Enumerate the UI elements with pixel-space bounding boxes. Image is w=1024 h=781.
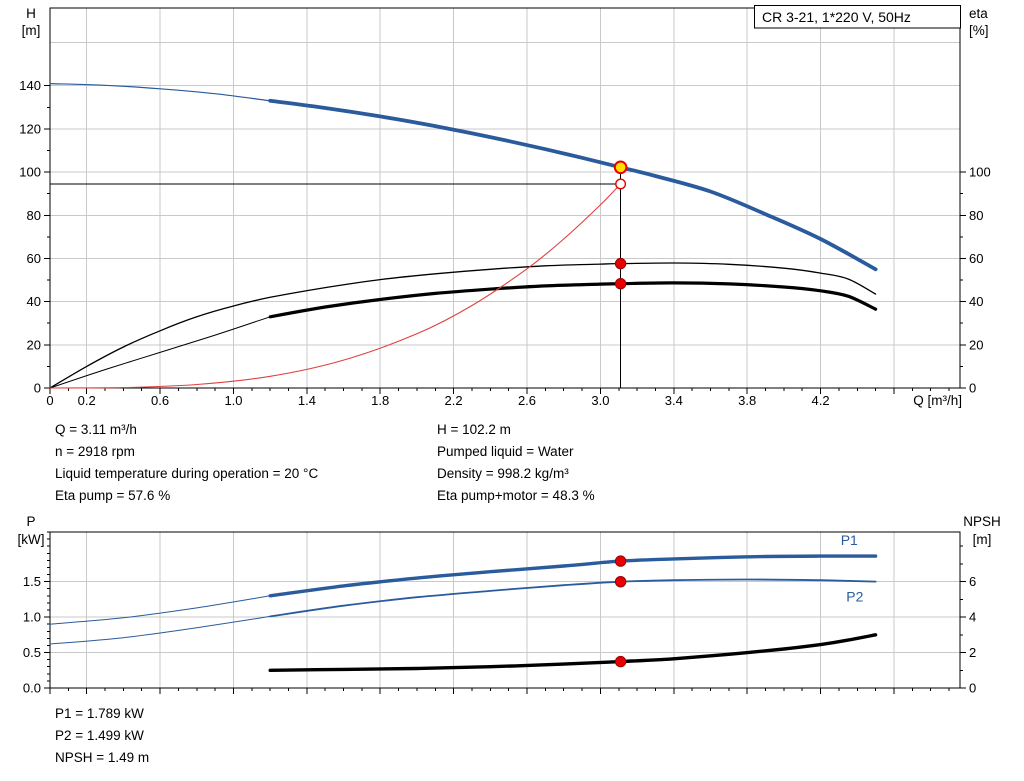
curve-label-P2: P2: [846, 589, 863, 605]
power-axis-unit: [kW]: [18, 532, 45, 547]
x-tick-label: 2.2: [445, 393, 463, 408]
pump-model-title: CR 3-21, 1*220 V, 50Hz: [762, 9, 911, 25]
density-readout: Density = 998.2 kg/m³: [437, 466, 569, 481]
x-tick-label: 2.6: [518, 393, 536, 408]
power-npsh-plot-layer: 0.0 0.5 1.0 1.5 0 2 4 6 P1 P2: [23, 531, 976, 696]
p1-point: [614, 555, 627, 567]
eta-pump-motor-curve: [268, 281, 878, 319]
npsh-readout: NPSH = 1.49 m: [55, 750, 150, 765]
power-axis-name: P: [26, 514, 35, 529]
pumped-liquid-readout: Pumped liquid = Water: [437, 444, 574, 459]
left-axis-name: H: [26, 6, 36, 21]
p1-curve: [268, 554, 878, 598]
y-tick-label-right: 4: [969, 610, 976, 625]
x-tick-label: 1.4: [298, 393, 316, 408]
operating-point-info-right: H = 102.2 m Pumped liquid = Water Densit…: [437, 419, 595, 507]
p2-curve: [269, 578, 877, 618]
eta-pump-motor-point: [614, 278, 627, 290]
x-tick-label: 1.0: [224, 393, 242, 408]
y-tick-label-left: 1.5: [23, 574, 41, 589]
power-npsh-chart: 0.0 0.5 1.0 1.5 0 2 4 6 P1 P2 P [kW] NPSH [m]: [18, 514, 1001, 696]
y-tick-label-right: 100: [969, 165, 991, 180]
system-curve: [49, 183, 622, 389]
head-readout: H = 102.2 m: [437, 422, 511, 437]
p1-readout: P1 = 1.789 kW: [55, 706, 144, 721]
right-axis-unit: [%]: [969, 23, 989, 38]
requested-duty-point: [615, 178, 627, 190]
left-axis-unit: [m]: [22, 23, 41, 38]
duty-point: [613, 160, 628, 175]
eta-pump-curve: [49, 262, 877, 389]
x-tick-label: 3.8: [738, 393, 756, 408]
x-tick-label: 0.6: [151, 393, 169, 408]
y-tick-label-left: 120: [19, 121, 41, 136]
x-tick-label: 0.2: [78, 393, 96, 408]
eta-pump-point: [614, 257, 627, 270]
x-tick-label: 1.8: [371, 393, 389, 408]
npsh-axis-unit: [m]: [973, 532, 992, 547]
head-curve-lead: [49, 83, 271, 102]
y-tick-label-left: 60: [27, 251, 41, 266]
h-q-chart-plot-layer: 0 0.2 0.6 1.0 1.4 1.8 2.2 2.6 3.0 3.4 3.8 4.2 0 20 40 6…: [19, 7, 991, 408]
h-q-eta-chart: 0 0.2 0.6 1.0 1.4 1.8 2.2 2.6 3.0 3.4 3.8 4.2 0 20 40 6…: [19, 5, 991, 408]
y-tick-label-right: 0: [969, 381, 976, 396]
y-tick-label-left: 0: [34, 381, 41, 396]
y-tick-label-left: 1.0: [23, 610, 41, 625]
x-tick-label: 0: [46, 393, 53, 408]
npsh-curve: [268, 633, 878, 672]
p2-point: [614, 576, 627, 588]
flow-readout: Q = 3.11 m³/h: [55, 422, 137, 437]
y-tick-label-right: 2: [969, 645, 976, 660]
chart-title-box: CR 3-21, 1*220 V, 50Hz: [754, 5, 961, 29]
x-tick-label: 4.2: [812, 393, 830, 408]
plot-border: [49, 531, 961, 689]
plot-border: [49, 7, 961, 389]
npsh-point: [614, 655, 627, 668]
x-tick-label: 3.4: [665, 393, 683, 408]
y-tick-label-right: 0: [969, 681, 976, 696]
p2-curve-lead: [49, 615, 271, 645]
x-axis-label: Q [m³/h]: [913, 393, 962, 408]
y-tick-label-right: 40: [969, 294, 983, 309]
y-tick-label-right: 20: [969, 337, 983, 352]
speed-readout: n = 2918 rpm: [55, 444, 135, 459]
power-npsh-info: P1 = 1.789 kW P2 = 1.499 kW NPSH = 1.49 …: [55, 703, 149, 769]
chart-title-border: [754, 5, 961, 29]
eta-pump-motor-readout: Eta pump+motor = 48.3 %: [437, 488, 595, 503]
p1-curve-lead: [49, 595, 271, 625]
head-curve: [268, 98, 878, 272]
operating-point-info-left: Q = 3.11 m³/h n = 2918 rpm Liquid temper…: [55, 419, 318, 507]
y-tick-label-left: 100: [19, 165, 41, 180]
p2-readout: P2 = 1.499 kW: [55, 728, 144, 743]
right-axis-name: eta: [969, 6, 988, 21]
y-tick-label-left: 20: [27, 337, 41, 352]
x-tick-label: 3.0: [591, 393, 609, 408]
y-tick-label-left: 140: [19, 78, 41, 93]
liquid-temperature-readout: Liquid temperature during operation = 20…: [55, 466, 319, 481]
y-tick-label-left: 80: [27, 208, 41, 223]
y-tick-label-right: 60: [969, 251, 983, 266]
npsh-axis-name: NPSH: [963, 514, 1001, 529]
y-tick-label-left: 0.0: [23, 681, 41, 696]
y-tick-label-left: 0.5: [23, 645, 41, 660]
y-tick-label-right: 6: [969, 574, 976, 589]
eta-pump-readout: Eta pump = 57.6 %: [55, 488, 171, 503]
curve-label-P1: P1: [841, 532, 858, 548]
y-tick-label-right: 80: [969, 208, 983, 223]
y-tick-label-left: 40: [27, 294, 41, 309]
eta-pump-motor-lead: [49, 316, 271, 389]
